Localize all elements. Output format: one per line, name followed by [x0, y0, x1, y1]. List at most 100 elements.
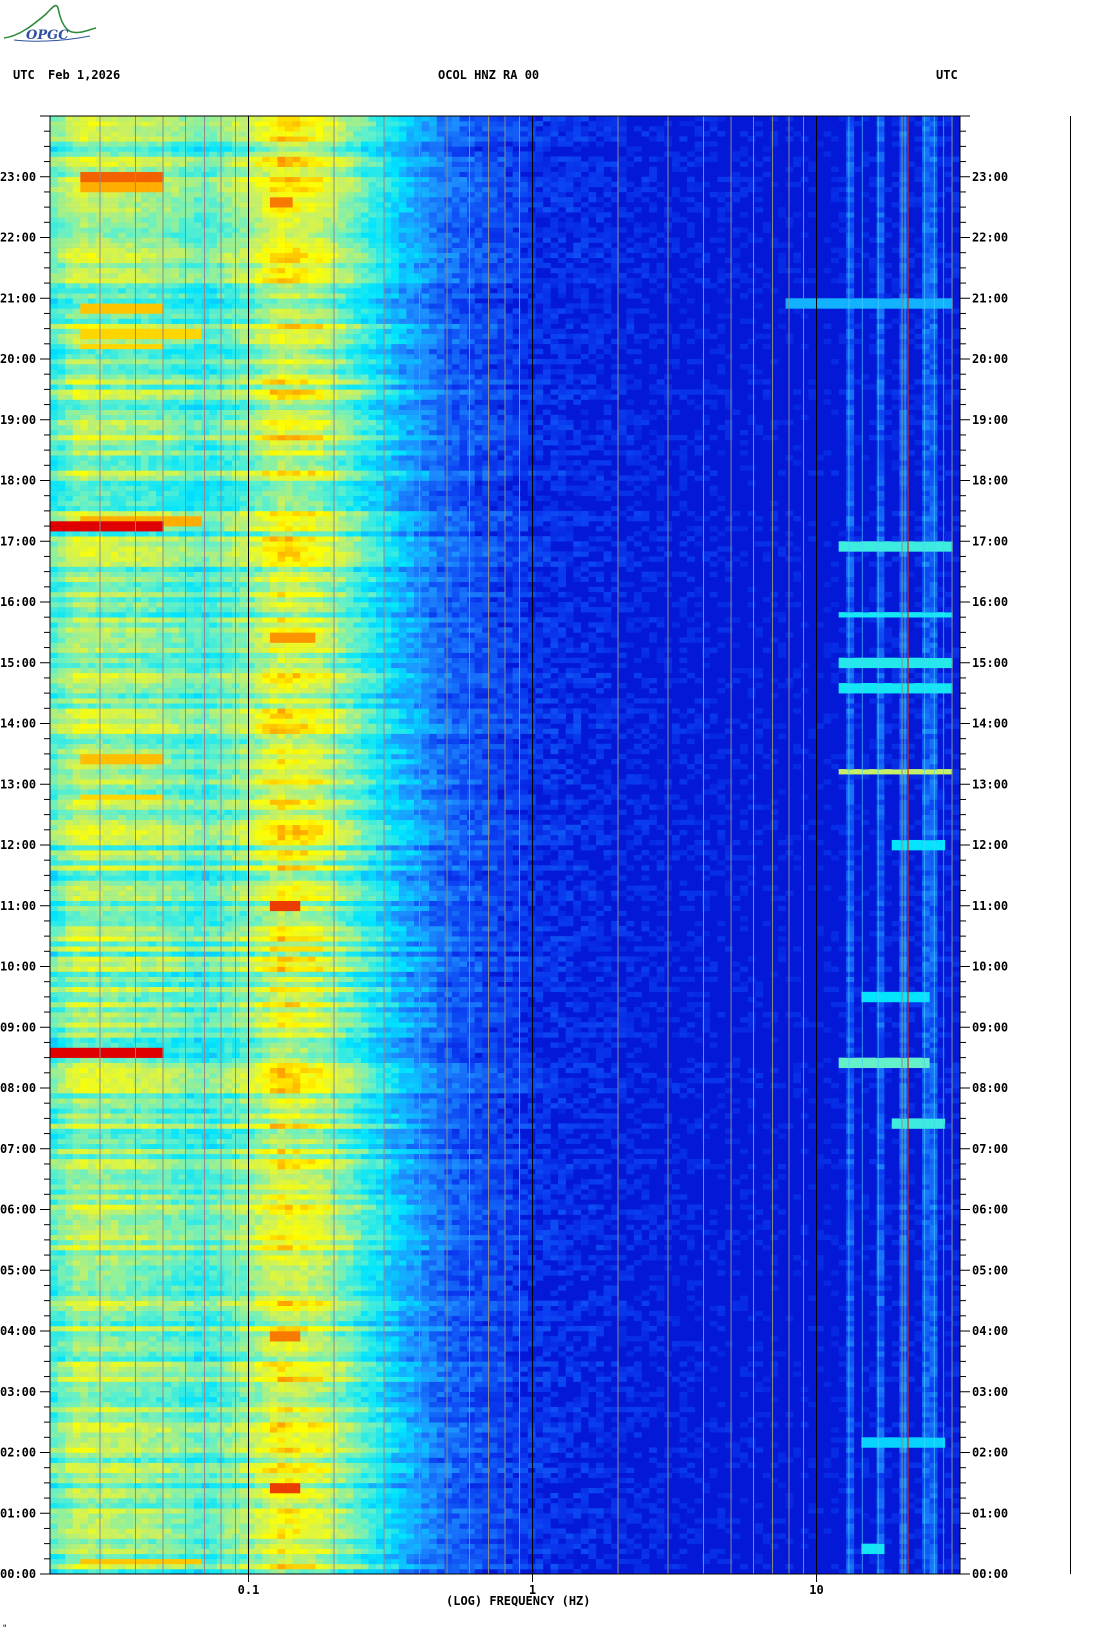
heatmap-cell: [163, 1442, 172, 1448]
heatmap-cell: [65, 434, 74, 441]
heatmap-cell: [171, 1401, 180, 1408]
heatmap-cell: [72, 1498, 81, 1504]
heatmap-cell: [110, 764, 119, 770]
heatmap-cell: [103, 1148, 111, 1155]
heatmap-cell: [80, 1356, 89, 1362]
heatmap-cell: [125, 1001, 134, 1008]
heatmap-cell: [163, 804, 172, 810]
heatmap-cell: [95, 667, 104, 674]
heatmap-cell: [133, 880, 142, 886]
heatmap-cell: [141, 1012, 149, 1018]
heatmap-cell: [87, 465, 96, 471]
heatmap-cell: [87, 1265, 96, 1271]
heatmap-cell: [50, 1204, 58, 1210]
heatmap-cell: [133, 1558, 142, 1565]
heatmap-cell: [72, 1285, 81, 1291]
heatmap-cell: [80, 880, 89, 886]
heatmap-cell: [95, 526, 104, 532]
heatmap-cell: [95, 1543, 104, 1549]
heatmap-cell: [141, 161, 149, 167]
heatmap-cell: [57, 1300, 66, 1306]
heatmap-cell: [80, 1457, 89, 1463]
heatmap-cell: [148, 596, 157, 603]
heatmap-cell: [72, 1214, 81, 1220]
heatmap-cell: [133, 829, 142, 836]
heatmap-cell: [50, 996, 58, 1003]
heatmap-cell: [80, 981, 89, 988]
heatmap-cell: [65, 1204, 74, 1210]
heatmap-cell: [57, 1239, 66, 1246]
heatmap-cell: [50, 480, 58, 486]
heatmap-cell: [50, 890, 58, 896]
heatmap-cell: [80, 804, 89, 810]
heatmap-cell: [65, 429, 74, 436]
heatmap-cell: [148, 1027, 157, 1033]
heatmap-cell: [57, 1077, 66, 1084]
heatmap-cell: [148, 920, 157, 927]
heatmap-cell: [141, 359, 149, 365]
heatmap-cell: [141, 971, 149, 977]
heatmap-cell: [125, 1163, 134, 1170]
heatmap-cell: [65, 1057, 74, 1063]
heatmap-cell: [118, 1412, 127, 1418]
heatmap-cell: [118, 1007, 127, 1013]
heatmap-cell: [171, 774, 180, 780]
heatmap-cell: [65, 227, 74, 233]
heatmap-cell: [72, 586, 81, 593]
heatmap-cell: [72, 824, 81, 831]
heatmap-cell: [133, 1163, 142, 1170]
heatmap-cell: [72, 1052, 81, 1058]
heatmap-cell: [87, 571, 96, 577]
heatmap-cell: [118, 1012, 127, 1018]
heatmap-cell: [110, 1174, 119, 1180]
heatmap-cell: [141, 895, 149, 901]
heatmap-cell: [118, 1472, 127, 1479]
heatmap-cell: [65, 515, 74, 522]
heatmap-cell: [118, 1427, 127, 1433]
heatmap-cell: [65, 1548, 74, 1555]
heatmap-cell: [141, 1133, 149, 1139]
heatmap-cell: [118, 677, 127, 684]
heatmap-cell: [95, 1118, 104, 1124]
heatmap-cell: [110, 632, 119, 638]
heatmap-cell: [125, 156, 134, 162]
heatmap-cell: [148, 784, 157, 790]
heatmap-cell: [110, 1533, 119, 1539]
heatmap-cell: [87, 1032, 96, 1038]
heatmap-cell: [80, 308, 89, 314]
heatmap-cell: [148, 141, 157, 147]
heatmap-cell: [65, 799, 74, 805]
heatmap-cell: [80, 414, 89, 421]
heatmap-cell: [133, 1189, 142, 1195]
heatmap-cell: [87, 495, 96, 502]
heatmap-cell: [163, 890, 172, 896]
heatmap-cell: [87, 941, 96, 947]
heatmap-cell: [148, 728, 157, 734]
heatmap-cell: [50, 440, 58, 446]
heatmap-cell: [118, 1255, 127, 1261]
heatmap-cell: [125, 662, 134, 669]
heatmap-cell: [171, 267, 180, 274]
heatmap-cell: [118, 1209, 127, 1215]
heatmap-cell: [80, 1067, 89, 1074]
heatmap-cell: [125, 207, 134, 213]
heatmap-cell: [163, 338, 172, 345]
heatmap-cell: [65, 1214, 74, 1220]
heatmap-cell: [163, 1477, 172, 1484]
heatmap-cell: [133, 1169, 142, 1175]
heatmap-cell: [72, 207, 81, 213]
heatmap-cell: [65, 1300, 74, 1306]
heatmap-cell: [80, 784, 89, 790]
heatmap-cell: [65, 121, 74, 127]
heatmap-cell: [72, 440, 81, 446]
heatmap-cell: [141, 976, 149, 982]
heatmap-cell: [50, 283, 58, 289]
heatmap-cell: [148, 490, 157, 496]
heatmap-cell: [87, 602, 96, 608]
heatmap-cell: [80, 1017, 89, 1023]
heatmap-cell: [110, 1391, 119, 1398]
heatmap-cell: [57, 839, 66, 846]
heatmap-cell: [72, 799, 81, 805]
heatmap-cell: [141, 703, 149, 709]
heatmap-cell: [148, 445, 157, 451]
